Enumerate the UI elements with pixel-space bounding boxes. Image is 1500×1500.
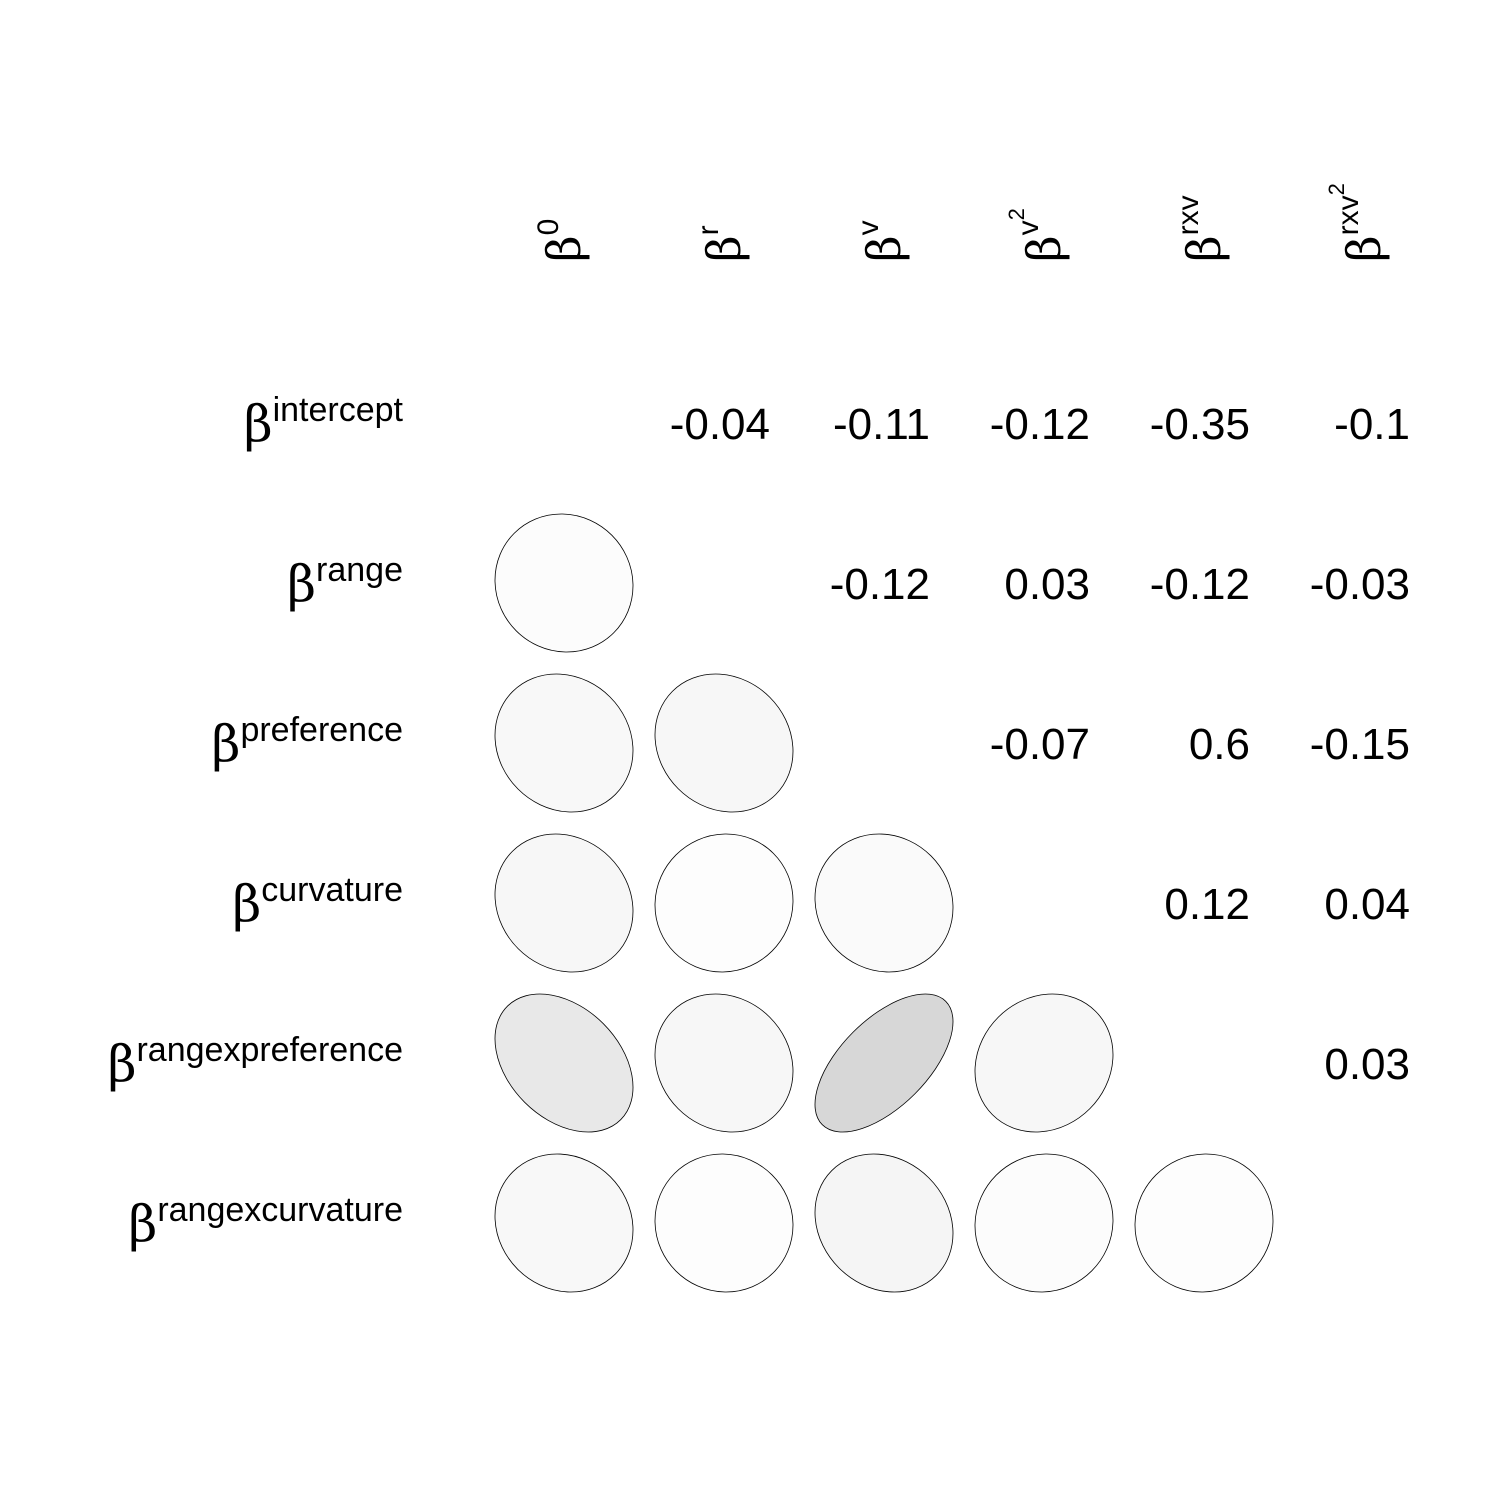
correlation-value: 0.12 <box>1164 880 1250 929</box>
column-label: βr <box>692 225 751 262</box>
correlation-value: -0.12 <box>1150 560 1250 609</box>
correlation-value: -0.03 <box>1310 560 1410 609</box>
row-label: βpreference <box>212 711 403 773</box>
correlation-value: 0.04 <box>1324 880 1410 929</box>
correlation-value: -0.04 <box>670 400 770 449</box>
correlation-ellipse <box>814 1153 954 1293</box>
correlation-value: -0.12 <box>830 560 930 609</box>
correlation-ellipses <box>494 513 1274 1293</box>
row-labels: βintercept βrange βpreference βcurvature βra… <box>108 391 404 1253</box>
correlation-value: 0.03 <box>1324 1040 1410 1089</box>
correlation-ellipse <box>974 993 1114 1133</box>
column-label: βrxv2 <box>1324 183 1391 262</box>
correlation-ellipse <box>654 833 794 973</box>
correlation-ellipse <box>494 513 634 653</box>
column-label: βrxv <box>1172 195 1231 262</box>
correlation-ellipse <box>814 993 954 1133</box>
row-label: βrange <box>287 551 403 613</box>
correlation-value: -0.1 <box>1334 400 1410 449</box>
correlation-value: -0.15 <box>1310 720 1410 769</box>
correlation-ellipse <box>974 1153 1114 1293</box>
correlation-ellipse <box>494 1153 634 1293</box>
correlation-ellipse <box>654 1153 794 1293</box>
row-label: βrangexcurvature <box>128 1191 403 1253</box>
row-label: βintercept <box>244 391 404 453</box>
column-label: βv <box>852 220 911 262</box>
correlation-value: -0.07 <box>990 720 1090 769</box>
column-label: β0 <box>532 219 591 262</box>
correlation-ellipse <box>654 673 794 813</box>
correlation-ellipse <box>494 993 634 1133</box>
correlation-values: -0.04 -0.11 -0.12 -0.35 -0.1 -0.12 0.03 -0.12 -0… <box>670 400 1410 1089</box>
correlation-value: -0.12 <box>990 400 1090 449</box>
correlation-ellipse <box>654 993 794 1133</box>
correlation-value: -0.11 <box>833 400 930 449</box>
correlation-ellipse <box>1134 1153 1274 1293</box>
correlation-ellipse <box>494 833 634 973</box>
correlation-ellipse <box>814 833 954 973</box>
column-labels: β0 βr βv βv2 βrxv βrxv2 <box>532 183 1391 262</box>
column-label: βv2 <box>1004 208 1071 262</box>
correlation-value: 0.6 <box>1189 720 1250 769</box>
row-label: βrangexpreference <box>108 1031 403 1093</box>
correlation-value: -0.35 <box>1150 400 1250 449</box>
row-label: βcurvature <box>232 871 403 933</box>
correlation-value: 0.03 <box>1004 560 1090 609</box>
